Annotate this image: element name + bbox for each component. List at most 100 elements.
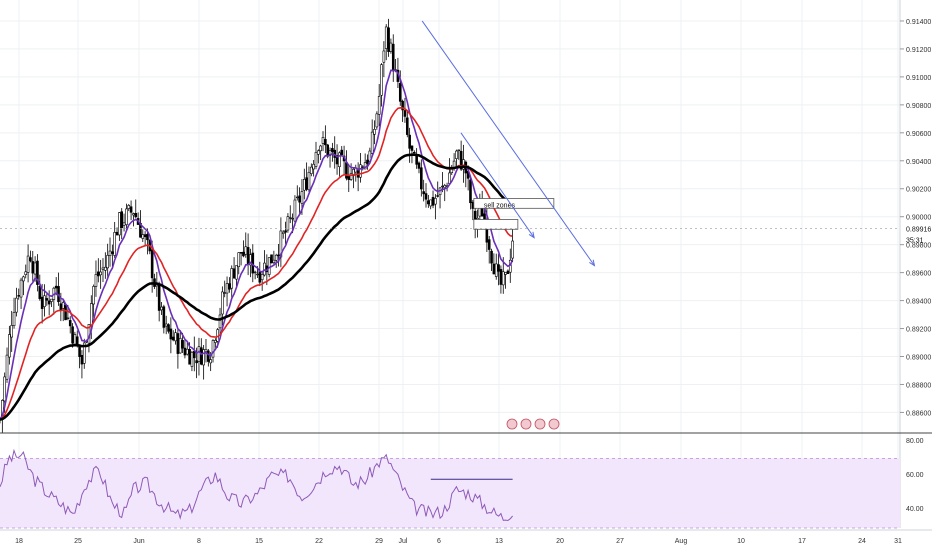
candle-body xyxy=(436,195,440,197)
candle-body xyxy=(202,349,205,366)
candle-body xyxy=(291,217,294,220)
candle-body xyxy=(61,302,65,309)
event-badge[interactable] xyxy=(534,418,546,430)
candle-body xyxy=(97,271,100,277)
date-tick-label: 24 xyxy=(858,538,866,545)
candle-body xyxy=(94,274,98,287)
candle-body xyxy=(420,167,423,190)
candle-body xyxy=(499,269,503,285)
candle-body xyxy=(59,303,63,311)
zone-box xyxy=(473,219,519,230)
candle-body xyxy=(246,247,250,265)
candle-body xyxy=(195,360,198,364)
candle-body xyxy=(157,283,161,311)
candle-body xyxy=(225,283,229,294)
candle-body xyxy=(288,217,292,219)
moving-average-line xyxy=(0,153,514,421)
candle-body xyxy=(183,347,187,356)
date-tick-label: Jun xyxy=(133,538,144,545)
candle-body xyxy=(267,257,271,275)
candle-body xyxy=(274,254,278,261)
candle-body xyxy=(424,193,428,200)
candle-body xyxy=(45,298,49,301)
candle-body xyxy=(178,338,182,354)
candle-body xyxy=(174,332,177,342)
candle-body xyxy=(410,145,414,151)
candle-body xyxy=(218,314,222,329)
rsi-line xyxy=(0,448,513,522)
trend-arrow-head xyxy=(589,259,596,267)
date-tick-label: 22 xyxy=(315,538,323,545)
candle-body xyxy=(312,163,315,170)
last-price-label: 0.89916 xyxy=(906,226,931,233)
candle-body xyxy=(214,340,217,343)
price-tick-label: 0.89400 xyxy=(906,299,931,306)
candle-body xyxy=(78,345,81,357)
candle-body xyxy=(298,195,301,203)
date-tick-label: 17 xyxy=(798,538,806,545)
candle-body xyxy=(272,259,276,263)
candle-body xyxy=(487,239,491,250)
price-tick-label: 0.89200 xyxy=(906,327,931,334)
candle-body xyxy=(40,296,44,309)
candle-body xyxy=(47,300,51,305)
candle-body xyxy=(223,292,227,294)
event-badge[interactable] xyxy=(506,418,518,430)
candle-body xyxy=(15,297,18,313)
candle-body xyxy=(380,64,383,96)
candle-body xyxy=(68,320,72,327)
candle-body xyxy=(36,260,39,285)
price-tick-label: 0.90600 xyxy=(906,131,931,138)
candle-body xyxy=(115,231,119,236)
candle-body xyxy=(363,162,367,170)
candle-body xyxy=(8,334,11,358)
trend-arrow-head xyxy=(528,231,535,239)
candle-body xyxy=(340,149,344,156)
candle-body xyxy=(501,271,505,286)
candle-body xyxy=(5,354,9,380)
candle-body xyxy=(429,199,432,207)
candle-body xyxy=(211,340,215,358)
candle-body xyxy=(335,155,339,165)
candle-body xyxy=(71,326,74,344)
candle-body xyxy=(125,208,128,225)
candle-body xyxy=(370,131,374,154)
candle-body xyxy=(89,303,93,326)
candle-body xyxy=(188,348,191,365)
candle-body xyxy=(221,291,224,315)
candle-body xyxy=(129,206,133,213)
candle-body xyxy=(111,251,114,254)
candle-body xyxy=(408,134,411,149)
candle-body xyxy=(108,250,112,256)
candle-body xyxy=(228,283,231,290)
rsi-tick-label: 80.00 xyxy=(906,438,924,445)
date-tick-label: Aug xyxy=(675,538,688,545)
event-badge[interactable] xyxy=(520,418,532,430)
candle-body xyxy=(66,317,70,320)
candle-body xyxy=(200,347,203,365)
candle-body xyxy=(256,273,259,276)
price-tick-label: 0.90800 xyxy=(906,103,931,110)
candle-body xyxy=(249,254,252,266)
candle-body xyxy=(347,176,351,180)
candle-body xyxy=(422,191,425,195)
candle-body xyxy=(459,150,463,170)
candle-body xyxy=(22,276,25,282)
rsi-tick-label: 60.00 xyxy=(906,472,924,479)
candle-body xyxy=(31,261,35,274)
candle-body xyxy=(17,295,21,297)
candle-body xyxy=(258,271,262,283)
price-tick-label: 0.91400 xyxy=(906,19,931,26)
candle-body xyxy=(391,43,395,72)
event-badge[interactable] xyxy=(548,418,560,430)
candle-body xyxy=(73,334,77,346)
candle-body xyxy=(295,196,299,199)
candle-body xyxy=(511,240,514,259)
date-tick-label: 27 xyxy=(616,538,624,545)
price-tick-label: 0.89800 xyxy=(906,243,931,250)
price-tick-label: 0.89600 xyxy=(906,271,931,278)
candle-body xyxy=(176,333,180,354)
candle-body xyxy=(443,185,447,188)
